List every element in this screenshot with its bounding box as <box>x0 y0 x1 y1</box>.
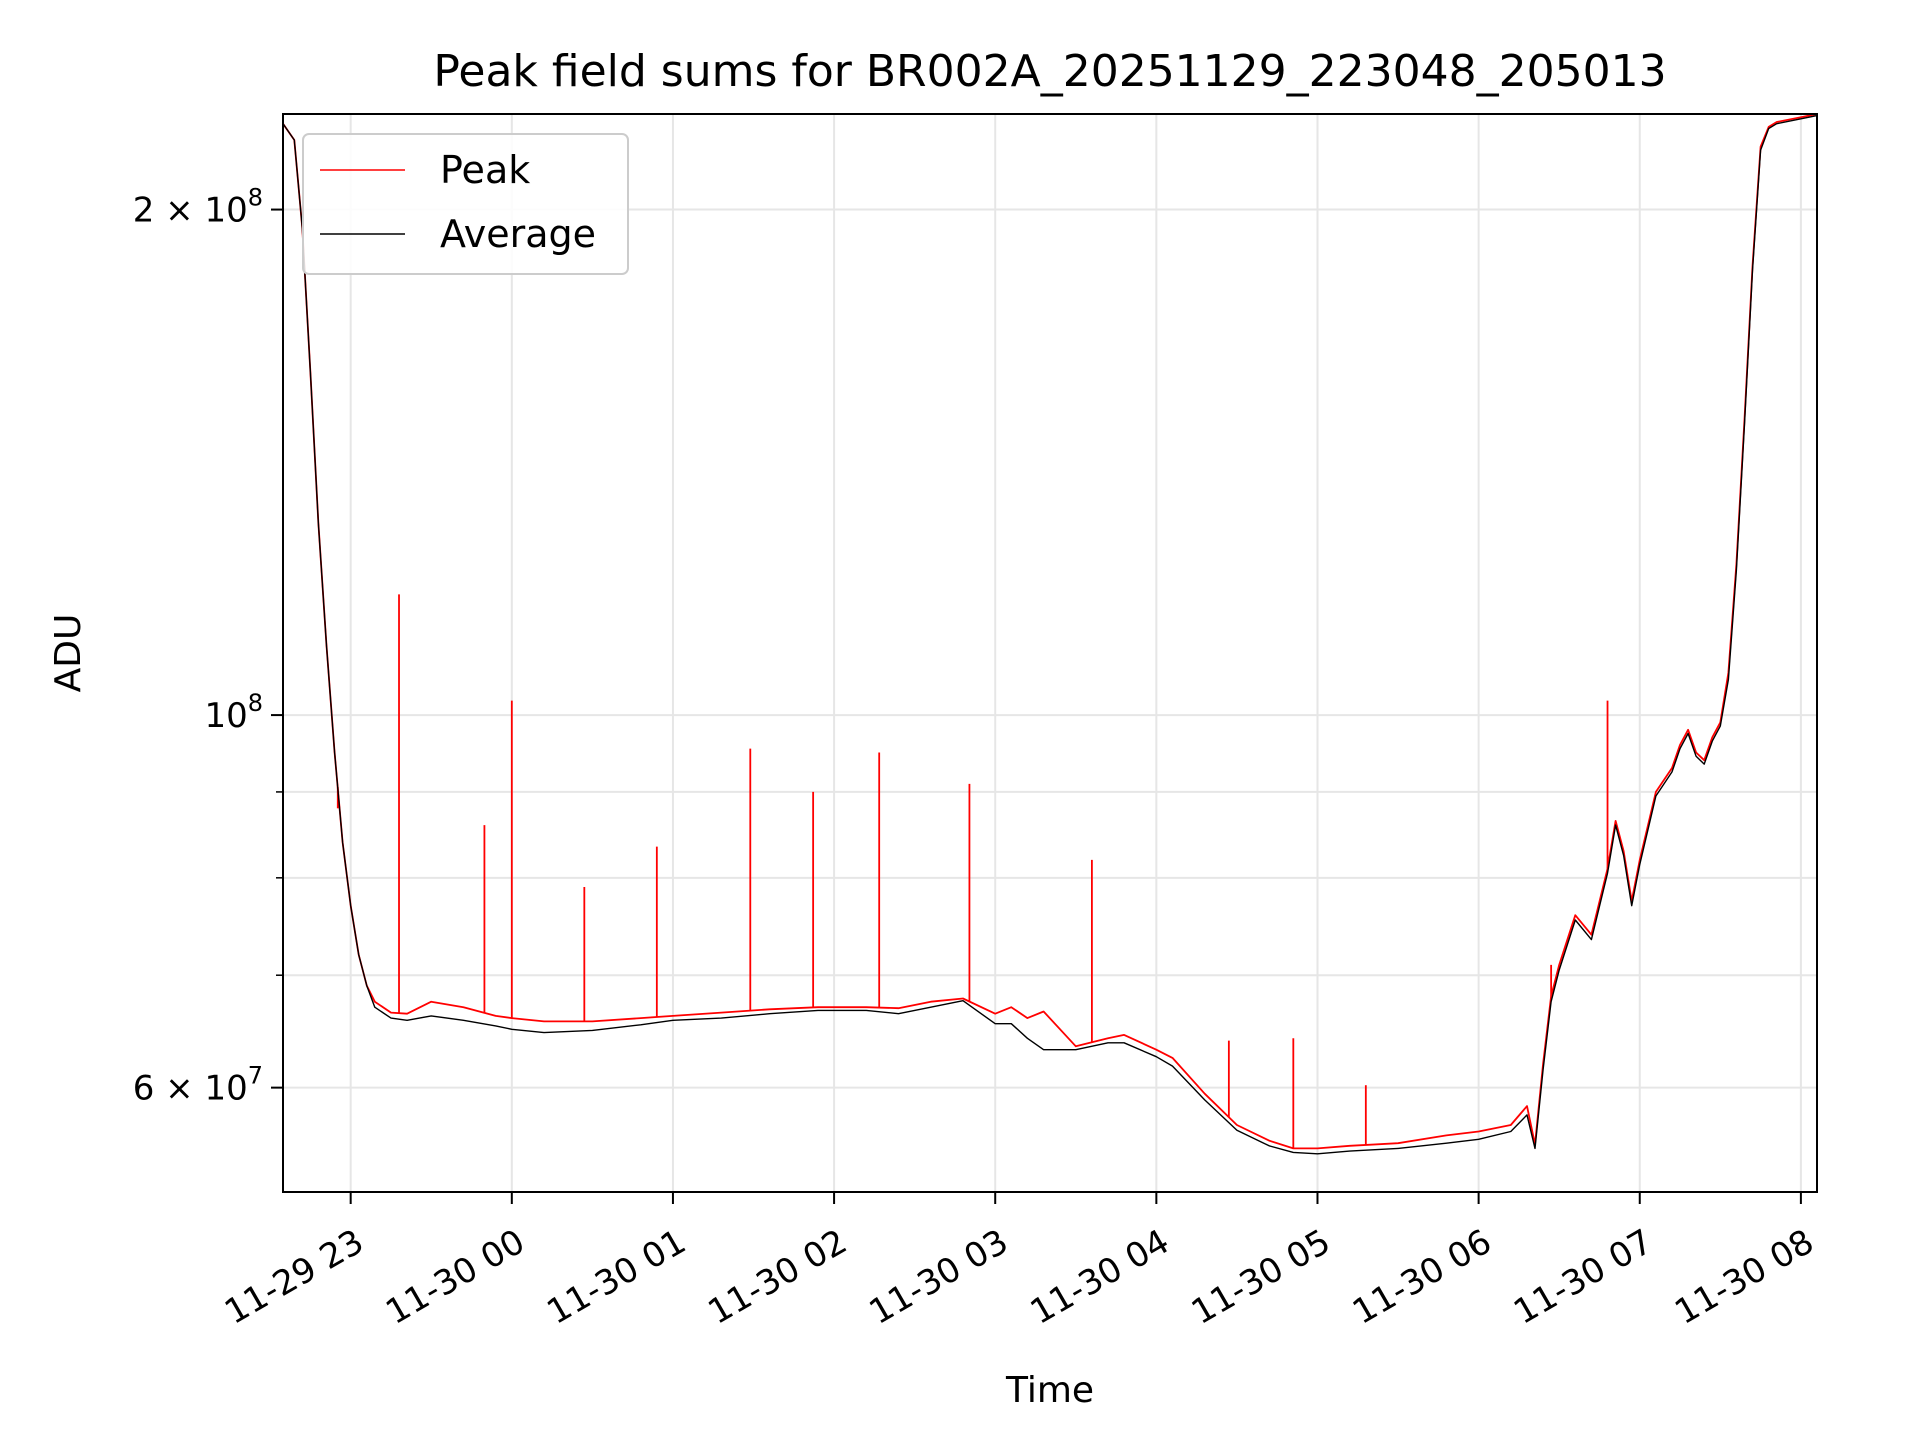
y-tick-label: 2 × 108 <box>133 184 263 231</box>
y-tick-exponent: 7 <box>248 1062 263 1090</box>
chart-title: Peak field sums for BR002A_20251129_2230… <box>433 46 1666 97</box>
legend-label-average: Average <box>440 212 596 256</box>
y-tick-base: 10 <box>204 191 247 231</box>
plot-frame <box>282 113 1818 1193</box>
legend-box <box>302 133 629 275</box>
y-tick-mantissa: 6 × <box>133 1069 205 1109</box>
y-tick-label: 6 × 107 <box>133 1062 263 1109</box>
y-tick-exponent: 8 <box>248 689 263 717</box>
y-axis-label: ADU <box>48 614 89 693</box>
y-tick-mantissa: 2 × <box>133 191 205 231</box>
grid <box>283 114 1817 1192</box>
y-tick-exponent: 8 <box>248 184 263 212</box>
y-tick-base: 10 <box>204 696 247 736</box>
x-axis-label: Time <box>1005 1370 1094 1411</box>
legend: Peak Average <box>302 133 629 275</box>
series-line-peak <box>282 113 1818 1150</box>
y-tick-base: 10 <box>204 1069 247 1109</box>
y-tick-label: 108 <box>204 689 263 736</box>
series-line-average <box>282 114 1818 1155</box>
series-layer <box>282 113 1818 1155</box>
legend-label-peak: Peak <box>440 148 530 192</box>
